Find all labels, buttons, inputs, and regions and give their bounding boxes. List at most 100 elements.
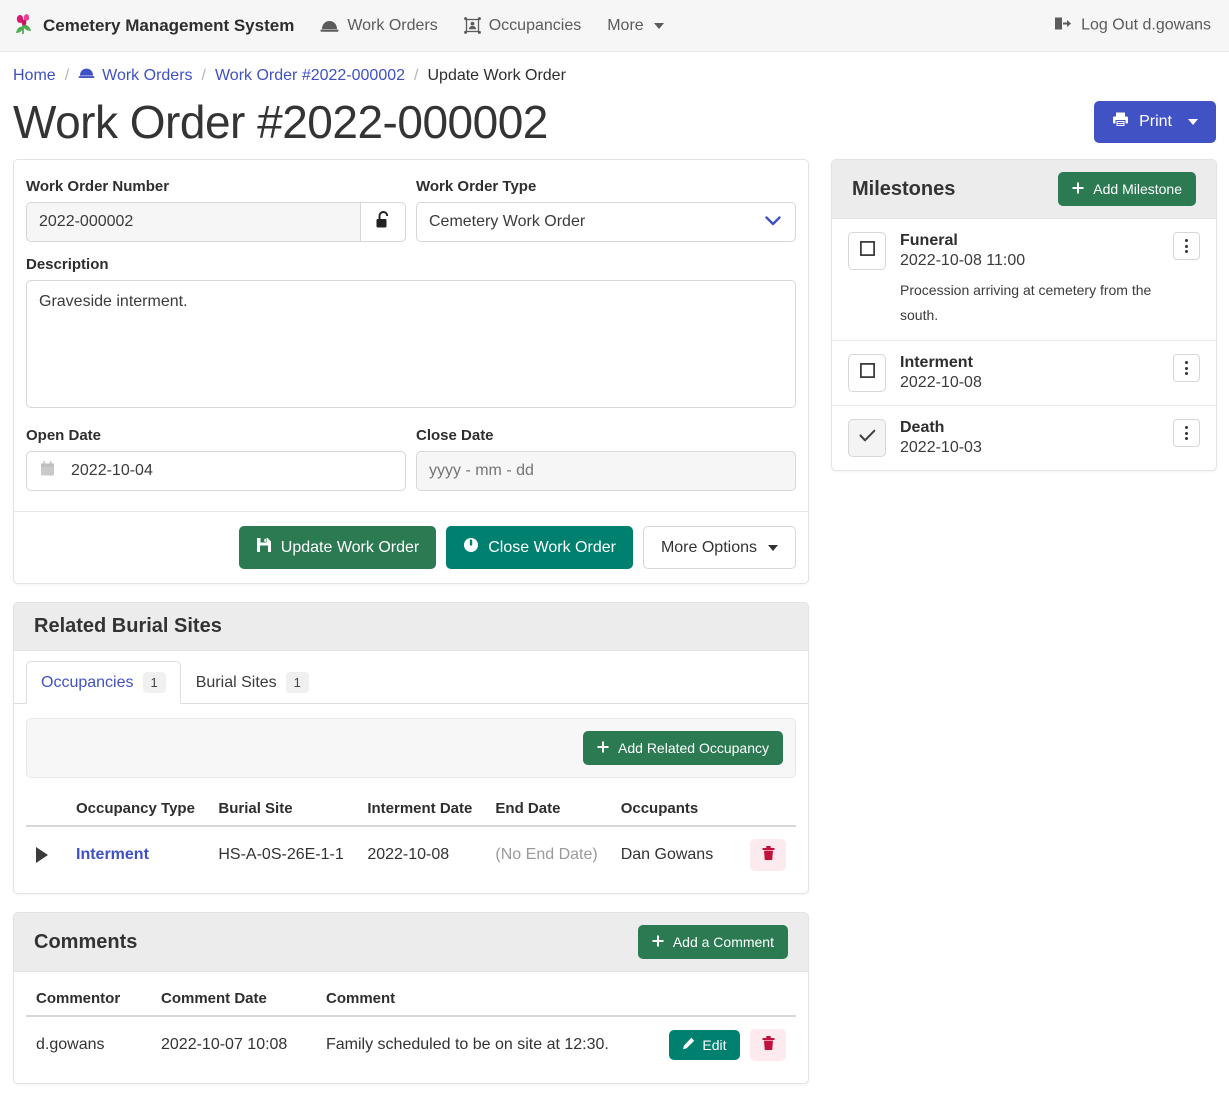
work-order-type-select[interactable] xyxy=(416,202,796,242)
end-date-cell: (No End Date) xyxy=(495,846,598,863)
interment-date-cell: 2022-10-08 xyxy=(367,846,450,863)
add-related-occupancy-button[interactable]: Add Related Occupancy xyxy=(583,731,783,765)
update-work-order-button[interactable]: Update Work Order xyxy=(238,526,437,569)
close-date-input[interactable] xyxy=(416,451,796,491)
tulips-icon xyxy=(14,13,34,39)
add-milestone-label: Add Milestone xyxy=(1093,181,1182,197)
burial-site-cell: HS-A-0S-26E-1-1 xyxy=(218,846,344,863)
related-burial-sites-card: Related Burial Sites Occupancies 1 Buria… xyxy=(13,602,809,894)
comment-cell: Family scheduled to be on site at 12:30. xyxy=(326,1036,609,1053)
add-milestone-button[interactable]: Add Milestone xyxy=(1058,172,1196,206)
logout-button[interactable]: Log Out d.gowans xyxy=(1054,15,1211,36)
field-work-order-type: Work Order Type xyxy=(416,178,796,242)
page-title: Work Order #2022-000002 xyxy=(13,96,548,148)
add-related-label: Add Related Occupancy xyxy=(618,740,769,756)
col-burial-site: Burial Site xyxy=(208,792,358,827)
related-toolbar: Add Related Occupancy xyxy=(26,718,796,778)
comments-card-header: Comments Add a Comment xyxy=(14,913,808,972)
breadcrumb-work-orders[interactable]: Work Orders xyxy=(78,66,193,85)
calendar-icon xyxy=(40,461,55,482)
dot xyxy=(1185,250,1188,253)
milestone-body: Funeral 2022-10-08 11:00 Procession arri… xyxy=(900,232,1159,327)
occupancy-icon xyxy=(463,17,481,34)
milestones-title: Milestones xyxy=(852,177,956,200)
milestones-card: Milestones Add Milestone xyxy=(831,159,1217,471)
milestone-title: Funeral xyxy=(900,232,958,249)
field-description: Description Graveside interment. xyxy=(26,256,796,413)
close-label: Close Work Order xyxy=(488,538,616,556)
dot xyxy=(1185,437,1188,440)
tab-label: Burial Sites xyxy=(195,673,277,691)
delete-occupancy-button[interactable] xyxy=(750,839,786,871)
field-close-date: Close Date xyxy=(416,427,796,491)
nav-label: Occupancies xyxy=(488,16,582,34)
tab-occupancies[interactable]: Occupancies 1 xyxy=(26,661,181,704)
breadcrumb-home[interactable]: Home xyxy=(13,66,56,84)
plus-icon xyxy=(597,740,609,756)
print-label: Print xyxy=(1139,113,1172,130)
dot xyxy=(1185,244,1188,248)
brand-label: Cemetery Management System xyxy=(43,15,295,35)
page-layout: Work Order Number xyxy=(0,159,1229,1102)
tab-count: 1 xyxy=(285,672,309,693)
close-work-order-button[interactable]: Close Work Order xyxy=(446,526,633,569)
table-header-row: Commentor Comment Date Comment xyxy=(26,982,796,1017)
milestone-menu-button[interactable] xyxy=(1173,232,1200,260)
unlock-button[interactable] xyxy=(359,202,406,242)
more-options-button[interactable]: More Options xyxy=(642,526,796,569)
occupancies-table-wrap: Occupancy Type Burial Site Interment Dat… xyxy=(14,792,808,893)
top-navbar: Cemetery Management System Work Orders O… xyxy=(0,0,1229,52)
hard-hat-icon xyxy=(320,18,339,34)
breadcrumb-separator: / xyxy=(64,66,70,84)
logout-label: Log Out d.gowans xyxy=(1081,16,1211,34)
milestone-row: Interment 2022-10-08 xyxy=(832,341,1216,406)
milestone-date: 2022-10-08 11:00 xyxy=(900,252,1026,269)
occupancy-type-link[interactable]: Interment xyxy=(76,846,149,863)
nav-label: Work Orders xyxy=(347,16,438,34)
nav-item-more[interactable]: More xyxy=(607,17,664,35)
col-occupancy-type: Occupancy Type xyxy=(66,792,209,827)
work-order-form-card: Work Order Number xyxy=(13,159,809,584)
milestone-menu-button[interactable] xyxy=(1173,419,1200,447)
col-comment: Comment xyxy=(316,982,656,1017)
brand[interactable]: Cemetery Management System xyxy=(14,13,294,39)
comment-date-cell: 2022-10-07 10:08 xyxy=(161,1036,288,1053)
plus-icon xyxy=(1072,181,1084,197)
save-icon xyxy=(256,537,272,558)
circle-dot-icon xyxy=(463,537,479,558)
update-label: Update Work Order xyxy=(280,538,420,556)
breadcrumb-current: Update Work Order xyxy=(427,66,566,84)
milestone-body: Death 2022-10-03 xyxy=(900,419,1159,457)
milestone-checkbox[interactable] xyxy=(848,419,886,457)
milestone-checkbox[interactable] xyxy=(848,354,886,392)
milestones-card-header: Milestones Add Milestone xyxy=(832,160,1216,219)
col-expand xyxy=(26,792,66,827)
breadcrumb-work-order[interactable]: Work Order #2022-000002 xyxy=(214,66,406,84)
open-date-input[interactable] xyxy=(26,451,406,491)
print-button[interactable]: Print xyxy=(1094,101,1216,143)
nav-item-work-orders[interactable]: Work Orders xyxy=(320,16,438,35)
pencil-icon xyxy=(682,1037,695,1053)
comments-table-wrap: Commentor Comment Date Comment d.gowans … xyxy=(14,972,808,1083)
breadcrumb-separator: / xyxy=(201,66,206,84)
add-comment-button[interactable]: Add a Comment xyxy=(637,925,788,959)
chevron-down-icon xyxy=(653,22,664,29)
milestone-menu-button[interactable] xyxy=(1173,354,1200,382)
milestone-row: Funeral 2022-10-08 11:00 Procession arri… xyxy=(832,219,1216,341)
nav-item-occupancies[interactable]: Occupancies xyxy=(463,16,582,35)
milestone-note: Procession arriving at cemetery from the… xyxy=(900,282,1152,323)
edit-comment-button[interactable]: Edit xyxy=(669,1030,740,1060)
field-work-order-number: Work Order Number xyxy=(26,178,406,242)
tab-burial-sites[interactable]: Burial Sites 1 xyxy=(181,661,324,704)
delete-comment-button[interactable] xyxy=(750,1029,786,1061)
milestone-date: 2022-10-08 xyxy=(900,374,982,391)
milestone-checkbox[interactable] xyxy=(848,232,886,270)
breadcrumb-label: Work Orders xyxy=(102,66,193,84)
row-actions-cell xyxy=(726,826,796,883)
description-textarea[interactable]: Graveside interment. xyxy=(26,280,796,408)
triangle-right-icon[interactable] xyxy=(36,847,48,863)
trash-icon xyxy=(762,846,775,864)
work-order-form: Work Order Number xyxy=(14,160,808,505)
work-order-number-input[interactable] xyxy=(26,202,360,242)
expand-cell[interactable] xyxy=(26,826,66,883)
